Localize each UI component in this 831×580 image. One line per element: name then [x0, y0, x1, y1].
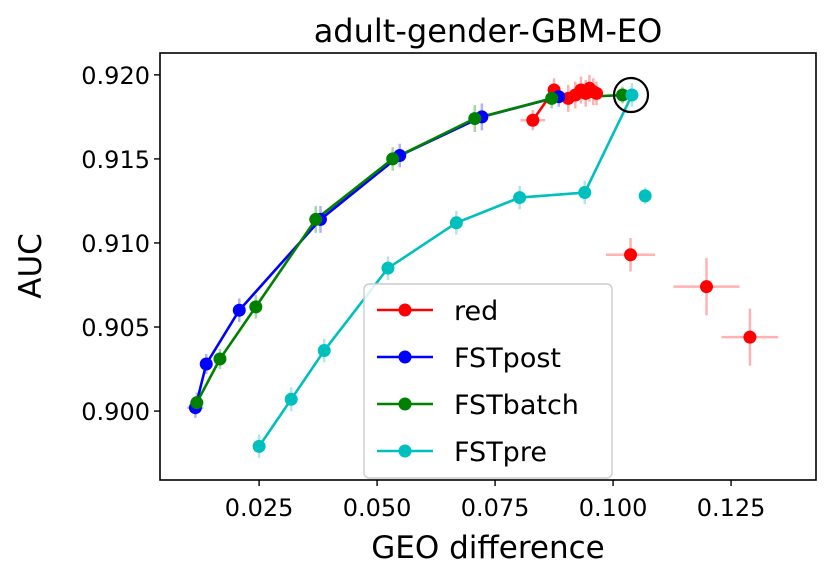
fstpre-data-point: [638, 189, 652, 203]
legend-marker-red: [398, 303, 412, 317]
y-tick-label: 0.915: [81, 146, 150, 174]
legend-label-fstbatch: FSTbatch: [454, 390, 579, 421]
fstbatch-data-point: [545, 91, 559, 105]
legend: red FSTpost FSTbatch FSTpre: [363, 283, 613, 479]
x-tick-label: 0.100: [579, 494, 648, 522]
legend-label-red: red: [454, 296, 498, 327]
fstpre-data-point: [449, 216, 463, 230]
y-tick-label: 0.920: [81, 62, 150, 90]
fstpre-data-point: [578, 186, 592, 200]
red-data-point: [590, 86, 604, 100]
series-points: [188, 81, 757, 453]
y-axis-label: AUC: [13, 233, 49, 299]
red-data-point: [700, 280, 714, 294]
fstpre-data-point: [317, 344, 331, 358]
x-tick-label: 0.050: [343, 494, 412, 522]
x-axis-label: GEO difference: [371, 530, 604, 566]
chart-title: adult-gender-GBM-EO: [314, 12, 663, 50]
y-tick-label: 0.910: [81, 230, 150, 258]
x-tick-label: 0.125: [697, 494, 766, 522]
fstbatch-data-point: [213, 352, 227, 366]
fstpre-data-point: [513, 191, 527, 205]
fstbatch-data-point: [616, 88, 630, 102]
legend-marker-fstbatch: [398, 397, 412, 411]
fstpre-data-point: [625, 88, 639, 102]
fstpost-data-point: [232, 303, 246, 317]
fstbatch-data-point: [249, 300, 263, 314]
fstpre-data-point: [252, 439, 266, 453]
plot-frame: [159, 52, 817, 481]
fstbatch-data-point: [468, 112, 482, 126]
red-data-point: [526, 113, 540, 127]
red-data-point: [624, 248, 638, 262]
red-data-point: [743, 330, 757, 344]
highlight-circle: [612, 76, 650, 114]
legend-label-fstpre: FSTpre: [454, 437, 547, 468]
x-tick-label: 0.075: [461, 494, 530, 522]
fstpre-series-line: [258, 94, 634, 448]
x-tick-label: 0.025: [225, 494, 294, 522]
fstpre-data-point: [284, 392, 298, 406]
legend-box: [363, 283, 613, 479]
legend-marker-fstpost: [398, 350, 412, 364]
legend-marker-fstpre: [398, 444, 412, 458]
legend-label-fstpost: FSTpost: [454, 343, 561, 374]
fstbatch-series-line: [195, 93, 623, 404]
y-tick-label: 0.900: [81, 398, 150, 426]
fstbatch-data-point: [190, 396, 204, 410]
fstbatch-data-point: [386, 152, 400, 166]
axes: 0.025 0.050 0.075 0.100 0.125 0.900 0.905 0.910…: [81, 62, 765, 522]
fstpost-data-point: [199, 357, 213, 371]
fstbatch-data-point: [309, 212, 323, 226]
fstpre-data-point: [381, 261, 395, 275]
plot-area: [187, 74, 779, 459]
y-tick-label: 0.905: [81, 314, 150, 342]
